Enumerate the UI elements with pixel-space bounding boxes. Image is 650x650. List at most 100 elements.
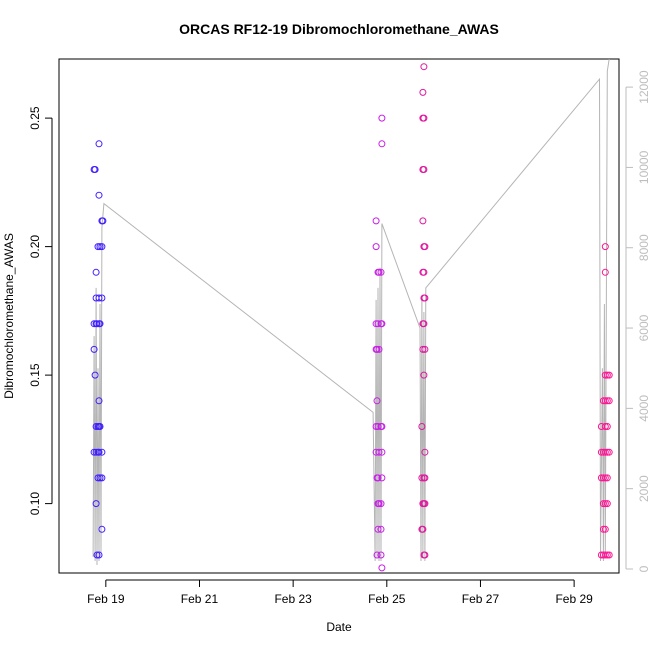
data-point [419,345,427,353]
data-point [374,320,382,328]
points-layer [90,63,613,572]
data-point [601,371,609,379]
data-point [374,423,382,430]
data-point [601,268,609,276]
data-point [603,371,611,379]
data-point [375,345,383,353]
x-tick-label: Feb 29 [555,592,593,606]
data-point [377,500,385,508]
data-point [95,551,103,559]
data-point [601,500,609,508]
x-axis-label: Date [326,620,352,634]
data-point [599,474,607,482]
data-point [90,448,98,456]
data-point [421,551,429,559]
data-point [420,371,428,379]
y-right-tick-label: 12000 [637,70,650,104]
data-point [377,525,385,533]
data-point [95,294,103,302]
data-point [98,243,106,251]
y-axis-label: Dibromochloromethane_AWAS [2,233,16,399]
data-point [603,474,611,482]
data-point [93,320,101,328]
data-point [418,423,426,430]
data-point [95,448,103,456]
data-point [421,474,429,482]
data-point [599,500,607,508]
data-point [373,397,381,405]
data-point [378,448,386,456]
plot-frame [58,58,620,574]
x-tick-label: Feb 27 [462,592,500,606]
data-point [599,525,607,533]
data-point [420,166,428,173]
data-point [96,243,104,251]
y-right-tick-label: 10000 [637,150,650,184]
data-point [601,525,609,533]
axes-layer: Feb 19 Feb 21 Feb 23 Feb 25 Feb 27 Feb 29 0.10… [28,70,650,606]
data-point [377,551,385,559]
data-point [99,217,107,225]
data-point [95,140,103,148]
data-point [374,474,382,482]
data-point [96,474,104,482]
data-point [98,294,106,302]
data-point [93,551,101,559]
data-point [603,423,611,430]
data-point [378,564,386,572]
data-point [420,268,428,276]
data-point [601,474,609,482]
data-point [374,525,382,533]
x-tick-label: Feb 25 [368,592,406,606]
data-point [421,500,429,508]
data-point [375,268,383,276]
data-point [375,500,383,508]
data-point [92,423,100,430]
y-right-tick-label: 2000 [637,475,650,502]
x-tick-label: Feb 23 [274,592,312,606]
data-point [420,320,428,328]
data-point [95,191,103,199]
data-point [92,500,100,508]
data-point [605,551,613,559]
data-point [91,166,99,173]
altitude-layer [92,58,610,566]
data-point [96,320,104,328]
data-point [605,397,613,405]
y-tick-label: 0.15 [28,363,42,387]
y-tick-label: 0.20 [28,235,42,259]
x-tick-label: Feb 21 [181,592,219,606]
data-point [419,525,427,533]
data-point [373,345,381,353]
data-point [373,551,381,559]
y-tick-label: 0.25 [28,106,42,130]
y-tick-label: 0.10 [28,492,42,516]
data-point [372,243,380,251]
data-point [98,474,106,482]
data-point [375,448,383,456]
data-point [603,500,611,508]
data-point [378,320,386,328]
data-point [601,448,609,456]
data-point [601,397,609,405]
data-point [421,345,429,353]
data-point [91,371,99,379]
y-right-tick-label: 4000 [637,395,650,422]
data-point [92,268,100,276]
data-point [420,114,428,122]
data-point [603,397,611,405]
y-right-tick-label: 6000 [637,314,650,341]
data-point [378,114,386,122]
data-point [94,243,102,251]
data-point [603,448,611,456]
altitude-line [92,58,610,566]
data-point [601,551,609,559]
data-point [419,88,427,96]
data-point [90,345,98,353]
chart-title: ORCAS RF12-19 Dibromochloromethane_AWAS [179,21,499,37]
data-point [603,551,611,559]
data-point [420,63,428,71]
data-point [421,448,429,456]
data-point [95,397,103,405]
